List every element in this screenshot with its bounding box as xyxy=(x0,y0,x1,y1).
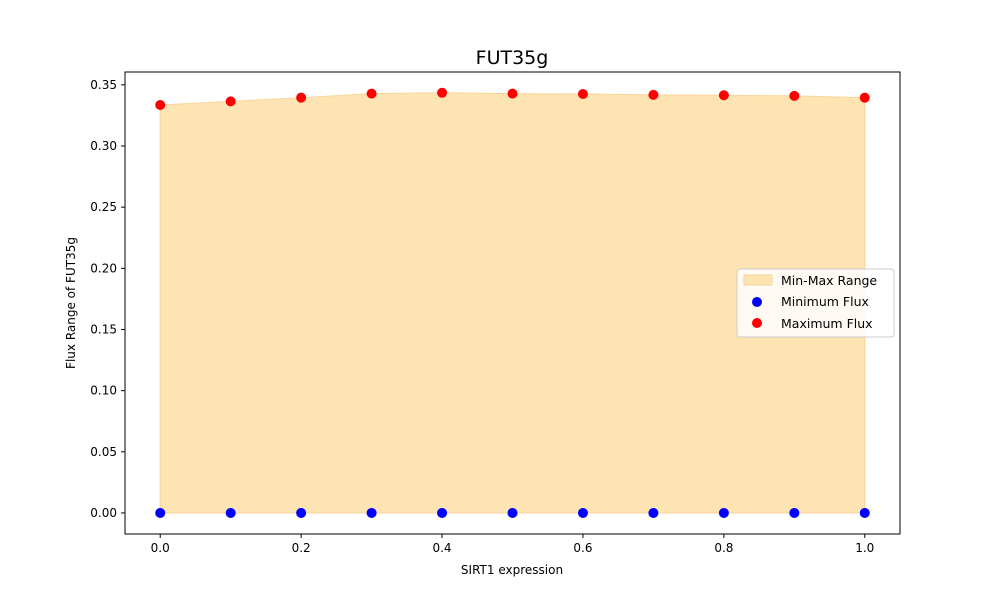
x-tick-label: 1.0 xyxy=(855,541,874,555)
min-flux-point xyxy=(577,507,588,518)
y-tick-label: 0.10 xyxy=(90,384,117,398)
y-tick-label: 0.25 xyxy=(90,200,117,214)
max-flux-point xyxy=(225,96,236,107)
max-flux-point xyxy=(718,90,729,101)
min-flux-point xyxy=(718,507,729,518)
min-flux-point xyxy=(296,507,307,518)
y-tick-label: 0.00 xyxy=(90,506,117,520)
max-flux-point xyxy=(648,89,659,100)
max-flux-point xyxy=(155,100,166,111)
x-axis-label: SIRT1 expression xyxy=(461,563,563,577)
legend-swatch-range xyxy=(743,274,773,286)
min-flux-point xyxy=(507,507,518,518)
x-tick-label: 0.8 xyxy=(714,541,733,555)
min-flux-point xyxy=(789,507,800,518)
chart-title: FUT35g xyxy=(476,47,549,69)
max-flux-point xyxy=(859,92,870,103)
min-flux-point xyxy=(437,507,448,518)
max-flux-point xyxy=(577,89,588,100)
min-flux-point xyxy=(225,507,236,518)
x-axis: 0.0 0.2 0.4 0.6 0.8 1.0 xyxy=(151,534,874,555)
y-tick-label: 0.20 xyxy=(90,261,117,275)
min-flux-point xyxy=(366,507,377,518)
legend-swatch-minimum xyxy=(752,297,762,307)
y-tick-label: 0.15 xyxy=(90,322,117,336)
x-tick-label: 0.2 xyxy=(292,541,311,555)
min-flux-point xyxy=(648,507,659,518)
max-flux-point xyxy=(296,92,307,103)
legend-label-minimum: Minimum Flux xyxy=(781,294,869,309)
max-flux-point xyxy=(437,87,448,98)
legend: Min-Max Range Minimum Flux Maximum Flux xyxy=(736,268,895,338)
max-flux-point xyxy=(789,90,800,101)
y-tick-label: 0.35 xyxy=(90,78,117,92)
min-flux-point xyxy=(859,507,870,518)
y-axis: 0.00 0.05 0.10 0.15 0.20 0.25 0.30 0.35 xyxy=(90,78,125,520)
x-tick-label: 0.0 xyxy=(151,541,170,555)
legend-box xyxy=(736,268,895,338)
y-tick-label: 0.05 xyxy=(90,445,117,459)
y-axis-label: Flux Range of FUT35g xyxy=(64,237,78,369)
min-flux-point xyxy=(155,507,166,518)
legend-label-maximum: Maximum Flux xyxy=(781,316,873,331)
legend-swatch-maximum xyxy=(752,318,762,328)
legend-label-range: Min-Max Range xyxy=(781,273,877,288)
x-tick-label: 0.4 xyxy=(432,541,451,555)
max-flux-point xyxy=(507,88,518,99)
max-flux-point xyxy=(366,88,377,99)
plot-area-frame xyxy=(124,71,901,535)
points-layer xyxy=(155,87,870,518)
x-tick-label: 0.6 xyxy=(573,541,592,555)
y-tick-label: 0.30 xyxy=(90,139,117,153)
